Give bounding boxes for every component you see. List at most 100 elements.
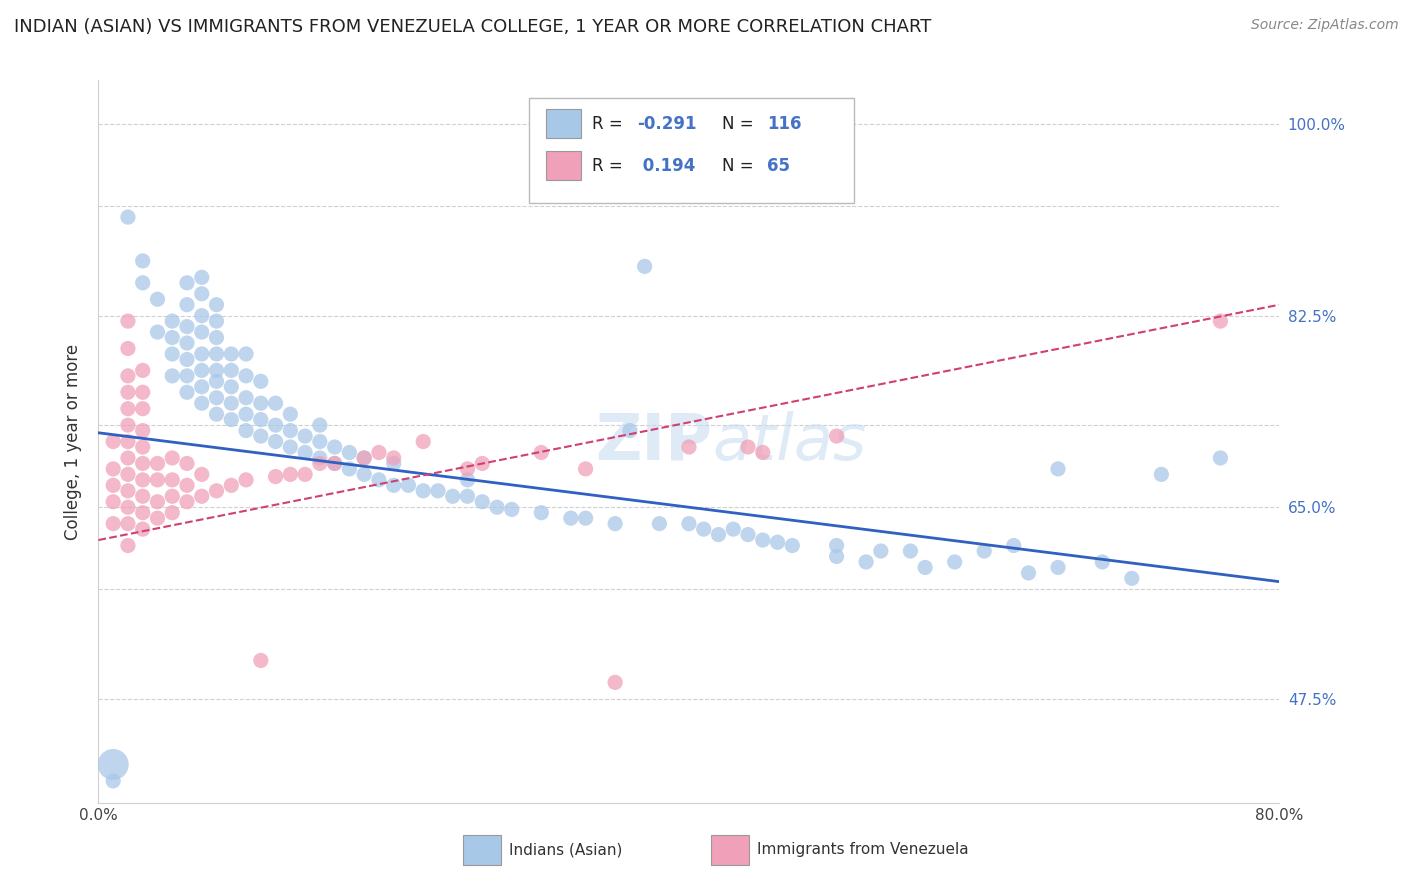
Point xyxy=(191,467,214,482)
Point xyxy=(648,516,671,531)
Point xyxy=(309,457,332,471)
Point xyxy=(117,434,139,449)
Point xyxy=(943,555,966,569)
Text: Immigrants from Venezuela: Immigrants from Venezuela xyxy=(758,842,969,857)
Point xyxy=(176,494,198,508)
Point xyxy=(205,391,228,405)
Point xyxy=(619,424,641,438)
Point xyxy=(162,450,183,465)
Point xyxy=(117,314,139,328)
Point xyxy=(191,270,214,285)
Text: R =: R = xyxy=(592,115,628,133)
Point xyxy=(205,407,228,421)
Point xyxy=(235,368,257,383)
Point xyxy=(176,385,198,400)
Point xyxy=(103,462,125,476)
Point xyxy=(280,467,302,482)
Point xyxy=(870,544,893,558)
Point xyxy=(471,494,494,508)
Point xyxy=(693,522,716,536)
Point xyxy=(117,385,139,400)
Point xyxy=(457,473,479,487)
Point xyxy=(280,440,302,454)
Point xyxy=(205,483,228,498)
Point xyxy=(752,445,775,459)
Point xyxy=(1091,555,1114,569)
Point xyxy=(235,407,257,421)
Point xyxy=(146,511,169,525)
Y-axis label: College, 1 year or more: College, 1 year or more xyxy=(65,343,83,540)
Point xyxy=(221,363,243,377)
Point xyxy=(457,462,479,476)
Point xyxy=(825,539,848,553)
Point xyxy=(250,396,273,410)
Point xyxy=(235,424,257,438)
Point xyxy=(323,457,346,471)
Point xyxy=(191,347,214,361)
Text: INDIAN (ASIAN) VS IMMIGRANTS FROM VENEZUELA COLLEGE, 1 YEAR OR MORE CORRELATION : INDIAN (ASIAN) VS IMMIGRANTS FROM VENEZU… xyxy=(14,18,931,36)
Text: -0.291: -0.291 xyxy=(637,115,696,133)
Point xyxy=(162,489,183,503)
Point xyxy=(132,363,155,377)
Point xyxy=(1209,314,1232,328)
Point xyxy=(176,298,198,312)
Point xyxy=(235,347,257,361)
Point xyxy=(855,555,877,569)
Point xyxy=(486,500,509,515)
Point xyxy=(117,467,139,482)
Point xyxy=(117,500,139,515)
Point xyxy=(973,544,995,558)
Point xyxy=(176,478,198,492)
Text: Source: ZipAtlas.com: Source: ZipAtlas.com xyxy=(1251,18,1399,32)
Point xyxy=(441,489,464,503)
Point xyxy=(176,368,198,383)
Point xyxy=(530,506,553,520)
Point xyxy=(162,314,183,328)
Point xyxy=(339,462,361,476)
Point xyxy=(191,325,214,339)
Point xyxy=(103,478,125,492)
Point xyxy=(191,396,214,410)
Point xyxy=(103,773,125,788)
FancyBboxPatch shape xyxy=(530,98,855,203)
Point xyxy=(162,506,183,520)
Point xyxy=(457,489,479,503)
Point xyxy=(132,424,155,438)
Point xyxy=(250,374,273,388)
Point xyxy=(323,457,346,471)
Point xyxy=(146,457,169,471)
Point xyxy=(132,506,155,520)
Point xyxy=(280,424,302,438)
Point xyxy=(132,440,155,454)
Point xyxy=(205,374,228,388)
Text: ZIP: ZIP xyxy=(596,410,713,473)
Point xyxy=(221,380,243,394)
Point xyxy=(560,511,582,525)
Point xyxy=(530,445,553,459)
Point xyxy=(766,535,789,549)
Point xyxy=(117,342,139,356)
Point xyxy=(250,429,273,443)
Point xyxy=(1150,467,1173,482)
Point xyxy=(162,368,183,383)
Text: N =: N = xyxy=(723,115,759,133)
Point xyxy=(1209,450,1232,465)
Point xyxy=(132,522,155,536)
Point xyxy=(205,363,228,377)
Text: N =: N = xyxy=(723,156,759,175)
Point xyxy=(162,330,183,344)
Point xyxy=(103,757,125,772)
Point xyxy=(117,539,139,553)
Point xyxy=(782,539,804,553)
Point xyxy=(146,473,169,487)
Point xyxy=(132,489,155,503)
Point xyxy=(309,434,332,449)
Point xyxy=(737,527,759,541)
Point xyxy=(723,522,745,536)
Point xyxy=(752,533,775,547)
Point xyxy=(117,516,139,531)
Point xyxy=(412,434,434,449)
Point xyxy=(235,473,257,487)
Point xyxy=(205,298,228,312)
Point xyxy=(825,429,848,443)
